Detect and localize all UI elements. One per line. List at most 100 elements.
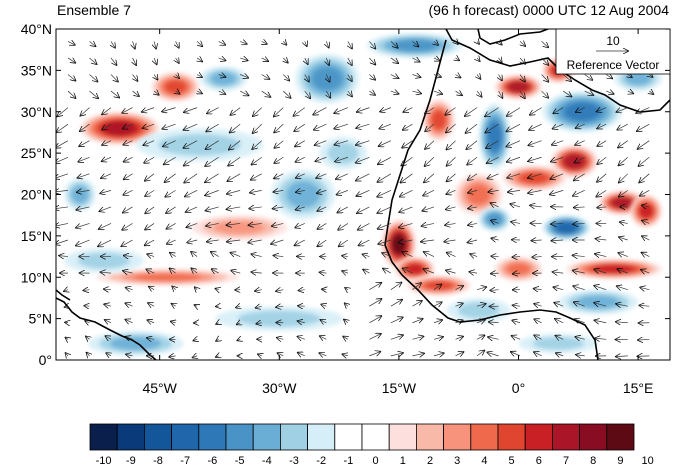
anomaly-cell: [454, 173, 503, 216]
wind-arrow: [274, 107, 284, 117]
wind-arrow: [338, 223, 349, 229]
wind-arrow: [169, 356, 176, 357]
wind-arrow: [187, 240, 198, 243]
wind-arrow: [296, 174, 305, 178]
wind-arrow: [477, 90, 482, 97]
anomaly-cell: [199, 66, 248, 92]
wind-arrow: [154, 57, 157, 64]
x-tick-label: 15°E: [623, 380, 654, 396]
colorbar-label: 7: [563, 455, 569, 467]
wind-arrow: [348, 57, 352, 65]
wind-arrow: [283, 74, 289, 81]
wind-arrow: [576, 355, 585, 356]
wind-arrow: [104, 304, 112, 306]
wind-arrow: [334, 107, 348, 114]
anomaly-cell: [630, 194, 663, 228]
wind-arrow: [218, 41, 226, 44]
wind-arrow: [252, 156, 262, 164]
wind-arrow: [606, 91, 613, 94]
wind-arrow: [79, 140, 90, 147]
wind-arrow: [402, 252, 413, 257]
wind-arrow: [206, 207, 219, 211]
wind-arrow: [628, 91, 633, 93]
wind-arrow: [468, 190, 478, 192]
wind-arrow: [248, 240, 262, 243]
wind-arrow: [379, 140, 392, 147]
wind-arrow: [638, 356, 650, 357]
wind-arrow: [296, 157, 305, 162]
wind-arrow: [470, 254, 478, 257]
wind-arrow: [315, 140, 327, 146]
wind-arrow: [305, 41, 307, 46]
wind-arrow: [102, 157, 112, 161]
wind-arrow: [296, 190, 305, 192]
wind-arrow: [551, 240, 564, 241]
colorbar-label: 2: [427, 455, 433, 467]
colorbar-label: -5: [235, 455, 245, 467]
wind-arrow: [326, 57, 329, 65]
wind-arrow: [255, 290, 262, 291]
wind-arrow: [468, 223, 478, 225]
wind-arrow: [512, 336, 521, 339]
colorbar-label: -2: [316, 455, 326, 467]
wind-arrow: [171, 321, 176, 322]
anomaly-cell: [558, 289, 639, 315]
wind-arrow: [227, 190, 241, 194]
wind-arrow: [317, 190, 327, 193]
wind-arrow: [529, 140, 542, 146]
wind-arrow: [383, 269, 392, 274]
wind-arrow: [273, 190, 284, 192]
wind-arrow: [172, 287, 175, 290]
wind-arrow: [321, 304, 326, 306]
wind-arrow: [262, 41, 267, 43]
wind-arrow: [491, 220, 499, 223]
wind-arrow: [455, 75, 460, 78]
y-tick-label: 10°N: [21, 269, 52, 285]
wind-arrow: [476, 320, 485, 323]
wind-arrow: [382, 253, 392, 257]
wind-arrow: [466, 140, 478, 149]
wind-arrow: [649, 91, 653, 94]
wind-arrow: [553, 287, 564, 290]
wind-arrow: [237, 339, 240, 340]
wind-arrow: [425, 107, 435, 114]
wind-arrow: [433, 337, 443, 339]
colorbar-label: 9: [617, 455, 623, 467]
wind-arrow: [191, 252, 198, 257]
wind-arrow: [184, 107, 198, 113]
colorbar-swatch: [334, 423, 363, 451]
wind-arrow: [512, 257, 521, 258]
wind-arrow: [488, 190, 499, 192]
wind-arrow: [594, 286, 607, 290]
anomaly-cell: [63, 248, 144, 274]
wind-arrow: [553, 272, 564, 273]
wind-arrow: [126, 337, 133, 340]
y-tick-label: 5°N: [29, 311, 53, 327]
wind-arrow: [124, 173, 133, 180]
wind-arrow: [317, 207, 327, 211]
wind-arrow: [639, 305, 650, 306]
wind-arrow: [551, 223, 564, 224]
wind-arrow: [342, 256, 348, 257]
anomaly-cell: [95, 268, 240, 286]
wind-arrow: [110, 57, 116, 65]
wind-arrow: [145, 223, 155, 229]
wind-arrow: [89, 41, 95, 46]
wind-arrow: [104, 289, 112, 290]
wind-arrow: [595, 254, 607, 257]
wind-arrow: [444, 240, 456, 242]
wind-arrow: [606, 75, 612, 79]
colorbar-swatch: [279, 423, 308, 451]
wind-arrow: [236, 306, 240, 307]
wind-arrow: [124, 256, 133, 257]
wind-arrow: [67, 74, 76, 81]
wind-arrow: [369, 91, 375, 95]
wind-arrow: [132, 91, 139, 96]
colorbar-swatch: [198, 423, 227, 451]
wind-arrow: [369, 75, 375, 80]
wind-arrow: [573, 255, 585, 256]
wind-arrow: [488, 173, 499, 179]
wind-arrow: [491, 203, 499, 207]
wind-arrow: [513, 273, 521, 274]
wind-arrow: [468, 240, 478, 242]
